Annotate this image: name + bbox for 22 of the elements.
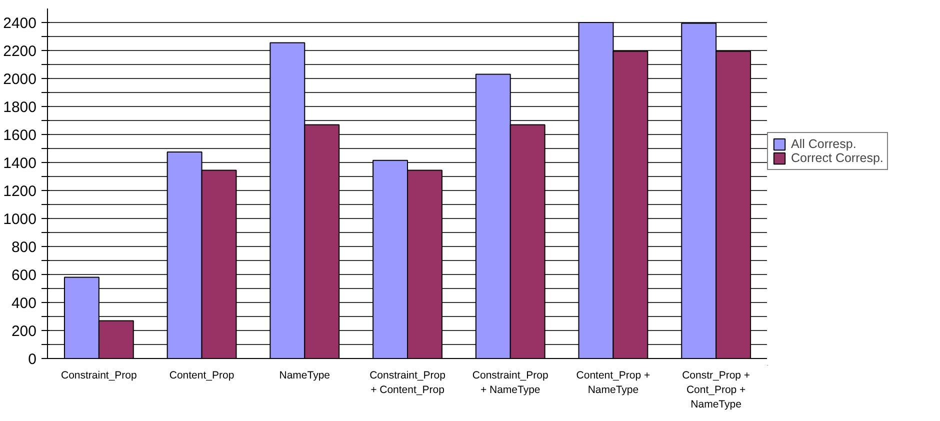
x-tick-label: Constraint_Prop bbox=[60, 370, 138, 382]
y-tick-label: 1600 bbox=[3, 127, 37, 144]
legend-label: Correct Corresp. bbox=[791, 151, 884, 165]
x-tick-label: NameType bbox=[279, 370, 330, 382]
y-tick-label: 2400 bbox=[3, 15, 37, 32]
y-tick-label: 1400 bbox=[3, 155, 37, 172]
y-tick-label: 2200 bbox=[3, 43, 37, 60]
x-tick-label: Constraint_Prop + NameType bbox=[472, 370, 548, 396]
y-tick-label: 600 bbox=[11, 267, 37, 284]
y-tick-label: 800 bbox=[11, 239, 37, 256]
x-tick-label: Constr_Prop + Cont_Prop + NameType bbox=[682, 370, 750, 410]
y-tick-label: 1000 bbox=[3, 211, 37, 228]
y-tick-label: 200 bbox=[11, 323, 37, 340]
y-tick-label: 400 bbox=[11, 295, 37, 312]
legend-label: All Corresp. bbox=[791, 137, 856, 151]
x-tick-label: Constraint_Prop + Content_Prop bbox=[370, 370, 446, 396]
y-tick-label: 1200 bbox=[3, 183, 37, 200]
y-tick-label: 1800 bbox=[3, 99, 37, 116]
x-tick-label: Content_Prop + NameType bbox=[576, 370, 650, 396]
x-tick-label: Content_Prop bbox=[169, 370, 234, 382]
y-tick-label: 0 bbox=[28, 351, 36, 368]
y-tick-label: 2000 bbox=[3, 71, 37, 88]
